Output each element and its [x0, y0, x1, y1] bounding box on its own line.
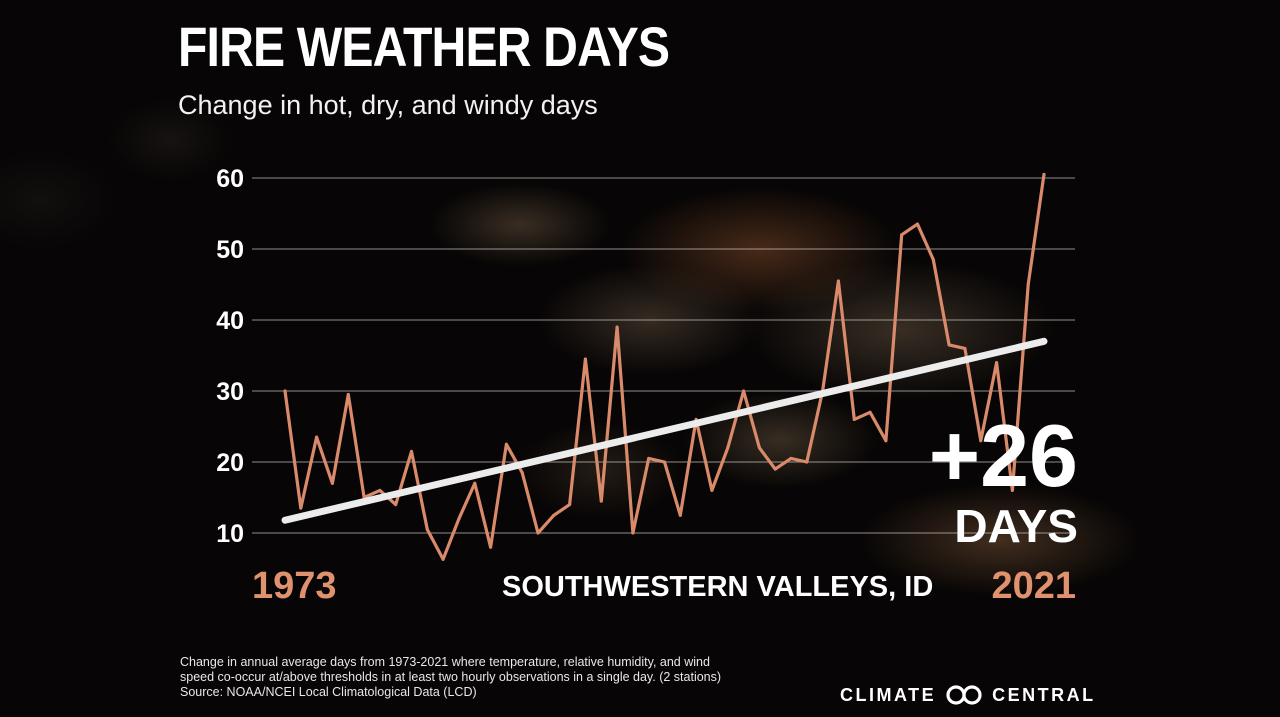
data-point-2010	[868, 410, 872, 414]
trend-line	[281, 337, 1048, 524]
linked-rings-icon	[946, 685, 982, 705]
data-point-1993	[599, 499, 603, 503]
brand-name-left: CLIMATE	[840, 684, 937, 705]
gridlines	[252, 177, 1075, 534]
footnote: Change in annual average days from 1973-…	[180, 655, 820, 700]
y-tick-30: 30	[216, 378, 244, 406]
data-point-1990	[552, 513, 556, 517]
y-tick-10: 10	[216, 520, 244, 548]
data-point-2016	[963, 346, 967, 350]
data-point-2003	[757, 446, 761, 450]
data-point-1998	[678, 513, 682, 517]
data-point-2015	[947, 343, 951, 347]
data-point-2013	[916, 222, 919, 226]
data-point-2009	[852, 417, 856, 421]
data-point-2000	[710, 488, 714, 492]
footnote-line-2: speed co-occur at/above thresholds in at…	[180, 670, 722, 684]
data-point-1981	[410, 449, 413, 453]
change-unit: DAYS	[954, 500, 1078, 552]
data-point-1984	[457, 517, 461, 521]
data-point-1985	[473, 481, 477, 485]
page-subtitle: Change in hot, dry, and windy days	[178, 90, 598, 120]
data-point-1973	[283, 389, 287, 393]
data-point-1979	[378, 488, 382, 492]
data-point-2001	[726, 446, 730, 450]
data-point-2005	[789, 456, 793, 460]
data-point-2012	[900, 233, 904, 237]
y-axis-ticks: 10 20 30 40 50 60	[216, 165, 244, 548]
footnote-line-1: Change in annual average days from 1973-…	[180, 655, 710, 669]
data-point-2019	[1010, 488, 1014, 492]
brand-logo: CLIMATE CENTRAL	[840, 683, 1096, 707]
data-point-1975	[315, 435, 319, 439]
data-point-2002	[742, 389, 746, 393]
data-point-1989	[536, 531, 540, 535]
trend-layer	[281, 337, 1048, 524]
data-point-1995	[631, 531, 635, 535]
change-value: +26	[929, 406, 1078, 505]
data-point-1977	[346, 393, 350, 397]
location-label: SOUTHWESTERN VALLEYS, ID	[502, 571, 933, 603]
data-point-1974	[299, 506, 303, 510]
brand-name-right: CENTRAL	[992, 684, 1096, 705]
y-tick-50: 50	[216, 236, 244, 264]
data-point-1986	[489, 545, 493, 549]
data-point-1991	[568, 503, 572, 507]
data-point-1994	[615, 325, 619, 329]
page-title: FIRE WEATHER DAYS	[178, 15, 670, 78]
data-point-1976	[330, 481, 334, 485]
data-point-1987	[504, 442, 508, 446]
x-label-end: 2021	[991, 565, 1076, 607]
data-point-2020	[1026, 283, 1030, 286]
data-point-2014	[931, 258, 935, 262]
data-point-1992	[583, 357, 587, 361]
data-point-2006	[805, 460, 809, 464]
y-tick-60: 60	[216, 165, 244, 193]
y-tick-20: 20	[216, 449, 244, 477]
data-point-1982	[425, 527, 429, 531]
data-point-2017	[979, 439, 983, 443]
data-point-1980	[394, 503, 398, 507]
x-label-start: 1973	[252, 565, 337, 607]
data-point-1997	[663, 460, 666, 464]
data-point-2011	[884, 439, 888, 443]
data-point-1983	[441, 557, 445, 561]
data-point-2021	[1042, 172, 1046, 176]
data-point-1996	[647, 456, 651, 460]
data-point-2004	[773, 467, 777, 471]
data-point-1988	[520, 471, 524, 475]
footnote-source: Source: NOAA/NCEI Local Climatological D…	[180, 685, 477, 699]
y-tick-40: 40	[216, 307, 244, 335]
data-point-2008	[836, 279, 840, 283]
data-point-2018	[995, 361, 999, 365]
